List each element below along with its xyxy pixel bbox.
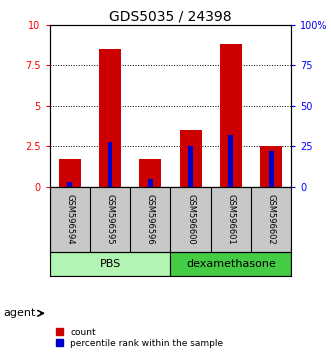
- Text: GSM596602: GSM596602: [267, 194, 276, 245]
- Text: GSM596600: GSM596600: [186, 194, 195, 245]
- Bar: [99, 49, 121, 187]
- Bar: [260, 147, 282, 187]
- Title: GDS5035 / 24398: GDS5035 / 24398: [109, 10, 232, 24]
- Bar: [50, 252, 170, 276]
- Bar: [59, 159, 81, 187]
- Bar: [68, 182, 72, 187]
- Bar: [179, 130, 202, 187]
- Text: dexamethasone: dexamethasone: [186, 259, 276, 269]
- Text: agent: agent: [3, 308, 36, 318]
- Bar: [228, 135, 233, 187]
- Text: PBS: PBS: [99, 259, 121, 269]
- Text: GSM596594: GSM596594: [65, 194, 74, 245]
- Bar: [139, 159, 162, 187]
- Bar: [170, 252, 291, 276]
- Bar: [108, 142, 113, 187]
- Text: GSM596596: GSM596596: [146, 194, 155, 245]
- Text: GSM596595: GSM596595: [106, 194, 115, 245]
- Bar: [148, 179, 153, 187]
- Legend: count, percentile rank within the sample: count, percentile rank within the sample: [54, 326, 225, 349]
- Bar: [188, 147, 193, 187]
- Text: GSM596601: GSM596601: [226, 194, 235, 245]
- Bar: [220, 44, 242, 187]
- Bar: [269, 151, 273, 187]
